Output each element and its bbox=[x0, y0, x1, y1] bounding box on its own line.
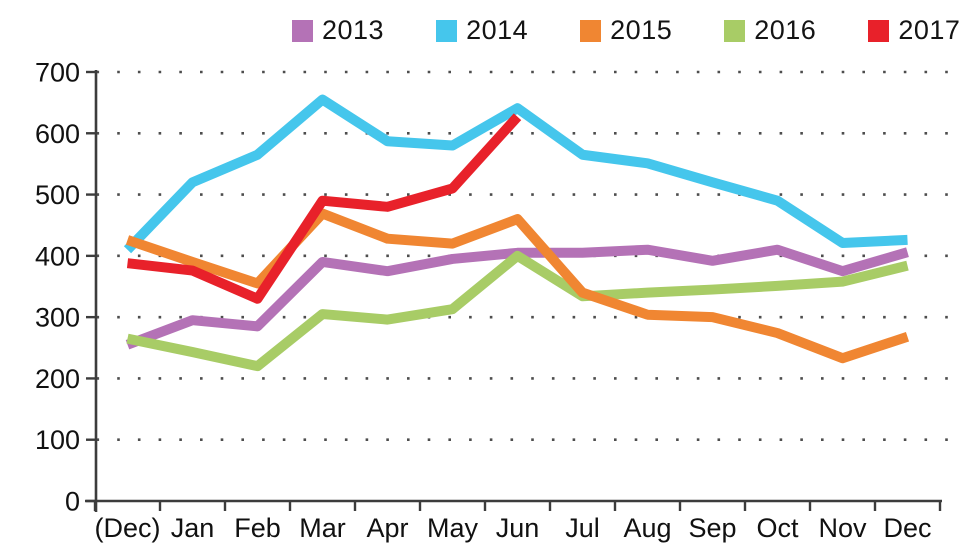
x-axis-label-May: May bbox=[427, 513, 479, 543]
x-axis-label-Sep: Sep bbox=[688, 513, 736, 543]
x-axis-label-Jul: Jul bbox=[565, 513, 600, 543]
y-axis-label-400: 400 bbox=[35, 241, 80, 271]
x-axis-label-Jun: Jun bbox=[496, 513, 540, 543]
series-line-2017 bbox=[126, 113, 522, 304]
x-axis-label-Dec: (Dec) bbox=[95, 513, 161, 543]
series-line-2015 bbox=[125, 208, 910, 364]
legend-item-2015: 2015 bbox=[580, 17, 672, 44]
x-axis-label-Mar: Mar bbox=[299, 513, 346, 543]
legend-label-2017: 2017 bbox=[898, 15, 961, 45]
legend-item-2016: 2016 bbox=[724, 17, 816, 44]
y-axis-label-0: 0 bbox=[65, 487, 80, 517]
legend-label-2013: 2013 bbox=[322, 15, 385, 45]
chart-legend: 2013 2014 2015 2016 2017 bbox=[292, 17, 960, 44]
legend-swatch-2016 bbox=[724, 19, 746, 42]
x-axis-label-Nov: Nov bbox=[818, 513, 867, 543]
y-axis-label-500: 500 bbox=[35, 180, 80, 210]
legend-item-2013: 2013 bbox=[292, 17, 384, 44]
legend-swatch-2013 bbox=[292, 19, 313, 42]
legend-swatch-2014 bbox=[436, 19, 458, 42]
x-axis-label-Apr: Apr bbox=[366, 513, 408, 543]
legend-item-2017: 2017 bbox=[868, 17, 960, 44]
legend-label-2016: 2016 bbox=[754, 15, 817, 45]
legend-swatch-2015 bbox=[580, 19, 602, 42]
x-axis-label-Oct: Oct bbox=[756, 513, 799, 543]
legend-label-2014: 2014 bbox=[466, 15, 529, 45]
y-axis-label-100: 100 bbox=[35, 425, 80, 455]
series-line-2014 bbox=[123, 94, 908, 254]
y-axis-label-300: 300 bbox=[35, 303, 80, 333]
y-axis-label-600: 600 bbox=[35, 119, 80, 149]
x-axis-label-Aug: Aug bbox=[623, 513, 671, 543]
y-axis-label-700: 700 bbox=[35, 58, 80, 88]
series-line-2016 bbox=[126, 250, 909, 372]
x-axis-label-Jan: Jan bbox=[171, 513, 215, 543]
x-axis-label-Dec: Dec bbox=[883, 513, 931, 543]
x-axis-label-Feb: Feb bbox=[234, 513, 281, 543]
legend-swatch-2017 bbox=[868, 19, 890, 42]
y-axis-label-200: 200 bbox=[35, 364, 80, 394]
legend-item-2014: 2014 bbox=[436, 17, 528, 44]
legend-label-2015: 2015 bbox=[610, 15, 673, 45]
